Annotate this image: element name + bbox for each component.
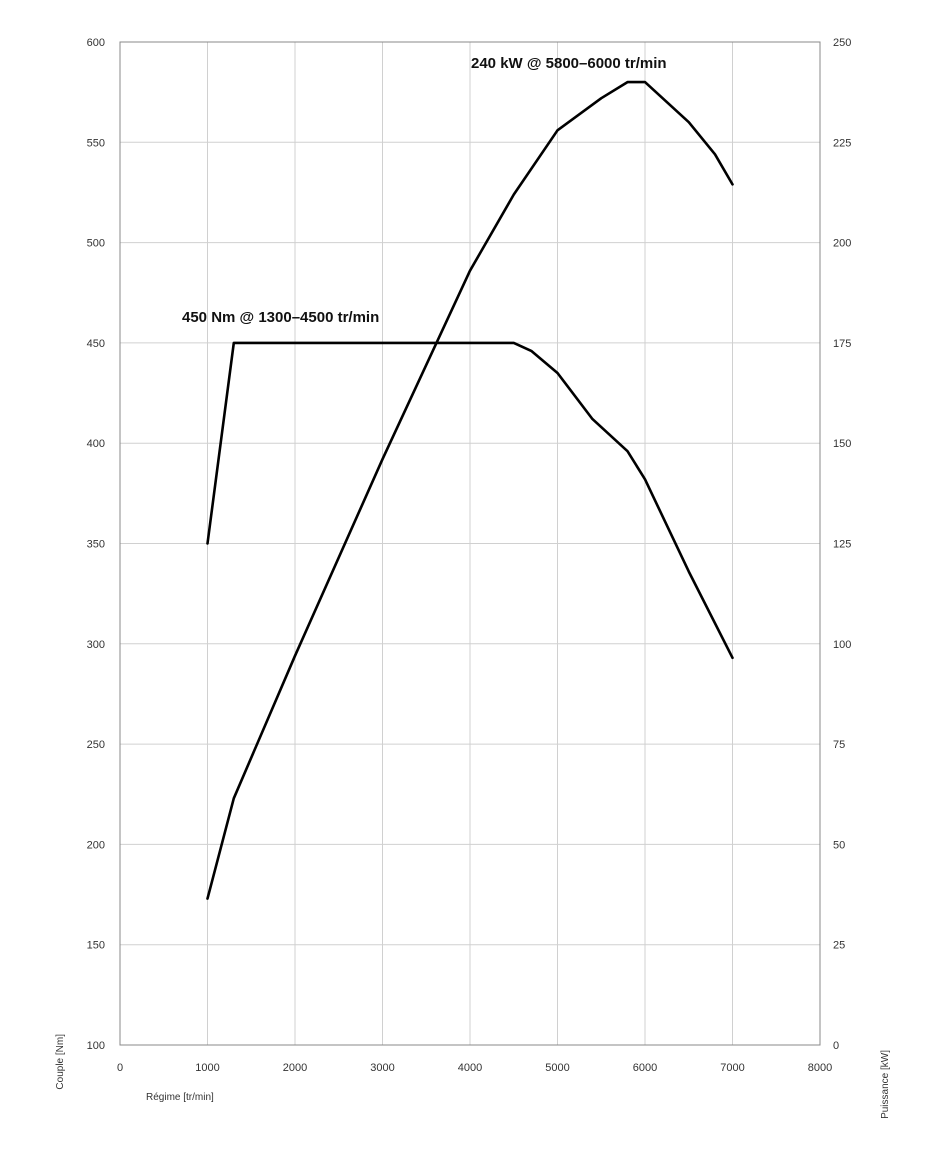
y-left-tick-label: 400	[87, 438, 105, 450]
power-curve	[206, 80, 734, 900]
y-right-tick-label: 50	[833, 839, 845, 851]
y-right-tick-label: 0	[833, 1040, 839, 1052]
power-peak-annotation: 240 kW @ 5800–6000 tr/min	[471, 55, 667, 72]
tick-labels: 0 1000 2000 3000 4000 5000 6000 7000 80006005505…	[87, 37, 852, 1074]
y-left-tick-label: 450	[87, 338, 105, 350]
curves	[206, 80, 734, 900]
x-tick-label: 5000	[545, 1062, 569, 1074]
torque-curve	[206, 341, 734, 660]
y-left-tick-label: 250	[87, 739, 105, 751]
y-right-tick-label: 175	[833, 338, 851, 350]
x-tick-label: 0	[117, 1062, 123, 1074]
y-right-tick-label: 250	[833, 37, 851, 49]
x-tick-label: 1000	[195, 1062, 219, 1074]
x-tick-label: 3000	[370, 1062, 394, 1074]
y-right-tick-label: 225	[833, 137, 851, 149]
y-left-tick-label: 200	[87, 839, 105, 851]
x-axis-title: Régime [tr/min]	[146, 1092, 214, 1103]
y-right-tick-label: 75	[833, 739, 845, 751]
y-left-tick-label: 300	[87, 639, 105, 651]
plot-frame	[119, 41, 821, 1046]
y-right-tick-label: 125	[833, 539, 851, 551]
torque-peak-annotation: 450 Nm @ 1300–4500 tr/min	[182, 309, 379, 326]
x-tick-label: 7000	[720, 1062, 744, 1074]
y-left-tick-label: 350	[87, 539, 105, 551]
x-tick-label: 8000	[808, 1062, 832, 1074]
y-right-tick-label: 100	[833, 639, 851, 651]
y-left-tick-label: 600	[87, 37, 105, 49]
y-left-tick-label: 500	[87, 238, 105, 250]
y-right-axis-title: Puissance [kW]	[880, 1050, 891, 1119]
x-tick-label: 4000	[458, 1062, 482, 1074]
y-left-tick-label: 100	[87, 1040, 105, 1052]
y-left-tick-label: 550	[87, 137, 105, 149]
x-tick-label: 6000	[633, 1062, 657, 1074]
y-right-tick-label: 25	[833, 940, 845, 952]
y-left-tick-label: 150	[87, 940, 105, 952]
y-right-tick-label: 200	[833, 238, 851, 250]
y-right-tick-label: 150	[833, 438, 851, 450]
grid	[119, 41, 821, 1046]
y-left-axis-title: Couple [Nm]	[55, 1034, 66, 1090]
x-tick-label: 2000	[283, 1062, 307, 1074]
